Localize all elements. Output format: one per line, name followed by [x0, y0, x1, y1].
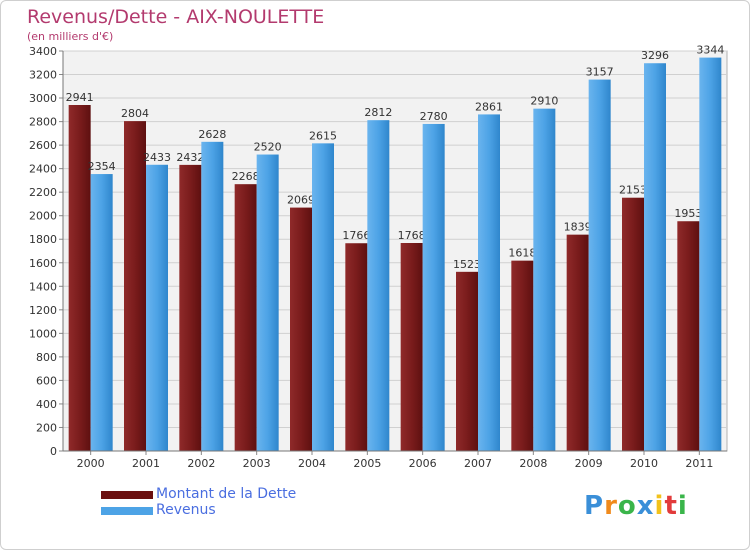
y-tick-label: 3000 — [29, 92, 57, 105]
data-label-revenus: 2812 — [364, 106, 392, 119]
bar-dette — [345, 243, 368, 451]
data-label-dette: 1839 — [564, 221, 592, 234]
y-tick-label: 1800 — [29, 233, 57, 246]
y-tick-label: 1600 — [29, 257, 57, 270]
data-label-revenus: 3296 — [641, 49, 669, 62]
data-label-revenus: 3157 — [586, 66, 614, 79]
data-label-dette: 1768 — [398, 229, 426, 242]
x-tick-label: 2002 — [187, 457, 215, 470]
y-tick-label: 2800 — [29, 116, 57, 129]
data-label-revenus: 3344 — [696, 44, 724, 57]
data-label-dette: 2268 — [232, 170, 260, 183]
bar-revenus — [644, 63, 666, 452]
bar-revenus — [90, 174, 113, 451]
logo-letter: P — [584, 491, 605, 521]
bar-dette — [677, 221, 700, 451]
y-tick-label: 2000 — [29, 210, 57, 223]
bar-revenus — [146, 164, 168, 451]
logo-letter: t — [664, 491, 678, 521]
y-tick-label: 600 — [36, 374, 57, 387]
x-tick-label: 2001 — [132, 457, 160, 470]
bar-dette — [400, 243, 423, 451]
bar-revenus — [312, 143, 334, 451]
y-tick-label: 1000 — [29, 327, 57, 340]
legend-label-dette: Montant de la Dette — [156, 486, 297, 502]
bar-dette — [566, 234, 589, 451]
y-tick-label: 0 — [50, 445, 57, 458]
legend-swatch-dette — [101, 491, 153, 499]
x-tick-label: 2009 — [575, 457, 603, 470]
data-label-dette: 1523 — [453, 258, 481, 271]
x-tick-label: 2010 — [630, 457, 658, 470]
data-label-revenus: 2615 — [309, 129, 337, 142]
y-tick-label: 2400 — [29, 163, 57, 176]
bar-revenus — [422, 123, 445, 452]
data-label-dette: 1766 — [342, 229, 370, 242]
bar-dette — [511, 260, 534, 451]
logo-letter: i — [654, 491, 665, 521]
chart-subtitle: (en milliers d'€) — [27, 30, 114, 43]
data-label-revenus: 2628 — [198, 128, 226, 141]
data-label-revenus: 2433 — [143, 151, 171, 164]
bar-revenus — [478, 114, 500, 451]
x-tick-label: 2000 — [77, 457, 105, 470]
y-tick-label: 200 — [36, 421, 57, 434]
chart-title: Revenus/Dette - AIX-NOULETTE — [27, 6, 325, 28]
bar-dette — [234, 184, 257, 452]
data-label-revenus: 2910 — [530, 95, 558, 108]
x-tick-label: 2011 — [685, 457, 713, 470]
data-label-revenus: 2354 — [88, 160, 116, 173]
y-tick-label: 800 — [36, 351, 57, 364]
bar-dette — [290, 207, 312, 451]
logo-letter: i — [677, 491, 688, 521]
data-label-dette: 2804 — [121, 107, 149, 120]
y-tick-label: 2600 — [29, 139, 57, 152]
bar-revenus — [367, 120, 390, 452]
data-label-dette: 2941 — [66, 91, 94, 104]
logo-letter: r — [604, 491, 618, 521]
bar-dette — [179, 164, 202, 451]
y-tick-label: 1400 — [29, 280, 57, 293]
legend-swatch-revenus — [101, 507, 153, 515]
bar-revenus — [588, 79, 611, 452]
bar-revenus — [699, 57, 722, 452]
bar-dette — [124, 121, 146, 451]
y-tick-label: 1200 — [29, 304, 57, 317]
data-label-dette: 2069 — [287, 194, 315, 207]
y-tick-label: 2200 — [29, 186, 57, 199]
bar-revenus — [533, 108, 556, 451]
bar-dette — [456, 271, 478, 451]
y-tick-label: 400 — [36, 398, 57, 411]
bar-dette — [622, 197, 644, 451]
x-tick-label: 2003 — [243, 457, 271, 470]
logo-letter: o — [617, 491, 637, 521]
bar-revenus — [201, 141, 224, 451]
data-label-dette: 1618 — [508, 247, 536, 260]
x-tick-label: 2008 — [519, 457, 547, 470]
x-tick-label: 2005 — [353, 457, 381, 470]
data-label-dette: 1953 — [674, 207, 702, 220]
data-label-dette: 2432 — [176, 151, 204, 164]
bar-dette — [68, 105, 91, 451]
y-tick-label: 3400 — [29, 45, 57, 58]
proxiti-logo: Proxiti — [584, 491, 688, 521]
logo-letter: x — [636, 491, 655, 521]
data-label-revenus: 2780 — [420, 110, 448, 123]
x-tick-label: 2006 — [409, 457, 437, 470]
bar-revenus — [256, 154, 279, 451]
y-tick-label: 3200 — [29, 69, 57, 82]
x-tick-label: 2004 — [298, 457, 326, 470]
data-label-dette: 2153 — [619, 184, 647, 197]
x-tick-label: 2007 — [464, 457, 492, 470]
data-label-revenus: 2861 — [475, 100, 503, 113]
plot-area — [62, 50, 728, 452]
legend-label-revenus: Revenus — [156, 502, 216, 518]
data-label-revenus: 2520 — [254, 141, 282, 154]
